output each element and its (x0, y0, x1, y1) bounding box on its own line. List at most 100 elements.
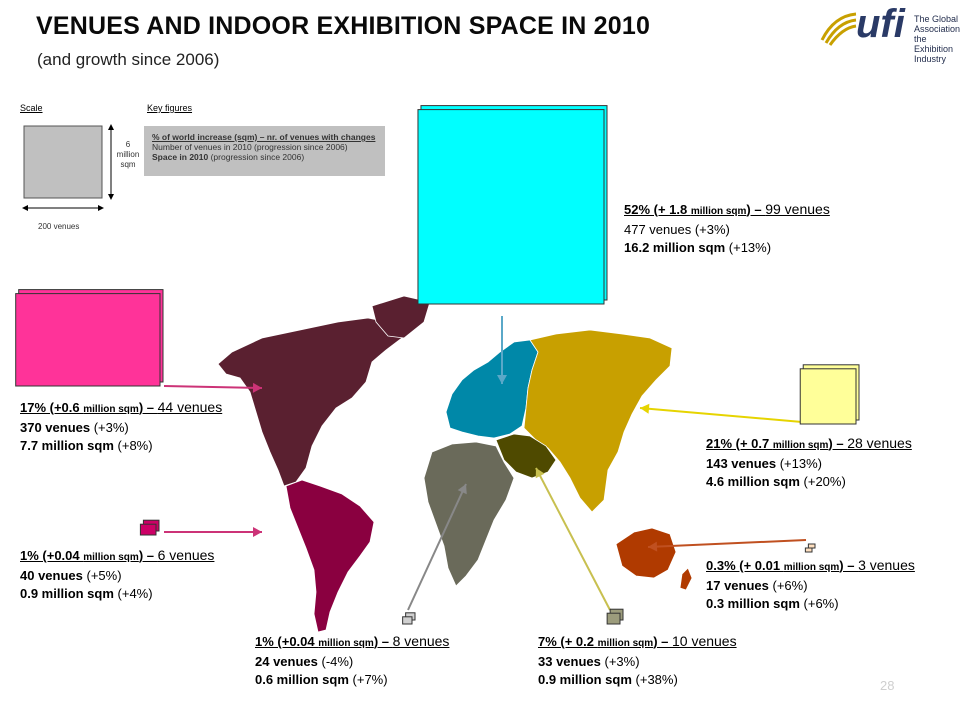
space-growth: (+38%) (631, 672, 678, 687)
region-label-latin-america: 1% (+0.04 million sqm) – 6 venues 40 ven… (20, 546, 214, 603)
separator: ) – (839, 558, 859, 573)
region-label-middle-east: 7% (+ 0.2 million sqm) – 10 venues 33 ve… (538, 632, 737, 689)
space-growth: (+8%) (113, 438, 153, 453)
key-line-1: % of world increase (sqm) – nr. of venue… (152, 132, 376, 142)
venue-count: 40 venues (20, 568, 83, 583)
region-rect-shadow-oceania (807, 543, 816, 549)
key-line-2: Number of venues in 2010 (progression si… (152, 142, 348, 152)
region-rect-latin-america (139, 523, 157, 536)
logo-tagline-line: Exhibition Industry (914, 44, 954, 64)
separator: ) – (653, 634, 672, 649)
connector-lines (163, 316, 807, 611)
scale-label: Scale (20, 103, 43, 113)
scale-width-arrowhead (98, 205, 104, 211)
map-region-africa (423, 441, 515, 587)
increase-share: 17% (+0.6 (20, 400, 84, 415)
connector-arrowhead-middle-east (535, 468, 545, 479)
map-region-new-zealand (679, 567, 693, 591)
scale-height-unit: million (116, 150, 140, 159)
key-figures-label: Key figures (147, 103, 193, 113)
venues-with-changes: 99 venues (765, 201, 830, 217)
venue-growth: (-4%) (317, 654, 354, 669)
region-rect-asia (799, 368, 857, 425)
unit: million sqm (772, 440, 829, 451)
venue-growth: (+6%) (768, 578, 808, 593)
space-value: 0.3 million sqm (706, 596, 800, 611)
increase-share: 21% (+ 0.7 (706, 436, 773, 451)
region-line-3: 7.7 million sqm (+8%) (20, 437, 222, 455)
increase-share: 1% (+0.04 (20, 548, 84, 563)
region-label-oceania: 0.3% (+ 0.01 million sqm) – 3 venues 17 … (706, 556, 915, 613)
proportional-rectangles (15, 105, 860, 625)
region-label-asia: 21% (+ 0.7 million sqm) – 28 venues 143 … (706, 434, 912, 491)
separator: ) – (746, 202, 766, 217)
region-rect-oceania (804, 547, 813, 553)
unit: million sqm (83, 404, 139, 415)
region-line-3: 0.6 million sqm (+7%) (255, 671, 449, 689)
key-line-3-bold: Space in 2010 (152, 152, 209, 162)
scale-width-arrowhead (22, 205, 28, 211)
region-line-2: 33 venues (+3%) (538, 653, 737, 671)
increase-share: 1% (+0.04 (255, 634, 319, 649)
connector-asia (639, 407, 803, 423)
connector-arrowhead-latin-america (253, 527, 262, 537)
separator: ) – (373, 634, 393, 649)
logo-word: ufi (856, 2, 905, 46)
map-region-north-america (217, 317, 403, 487)
space-value: 16.2 million sqm (624, 240, 726, 255)
venues-with-changes: 28 venues (847, 435, 912, 451)
region-line-2: 143 venues (+13%) (706, 455, 912, 473)
region-rect-middle-east (606, 612, 621, 625)
region-line-1: 1% (+0.04 million sqm) – 8 venues (255, 632, 449, 653)
region-line-3: 0.9 million sqm (+4%) (20, 585, 214, 603)
space-growth: (+7%) (348, 672, 388, 687)
connector-arrowhead-north-america (252, 382, 262, 393)
region-label-africa: 1% (+0.04 million sqm) – 8 venues 24 ven… (255, 632, 449, 689)
scale-legend (22, 124, 114, 211)
venues-with-changes: 44 venues (157, 399, 223, 415)
key-line-3-rest: (progression since 2006) (208, 152, 305, 162)
region-line-2: 370 venues (+3%) (20, 419, 222, 437)
map-region-greenland (371, 295, 431, 339)
unit: million sqm (783, 562, 840, 573)
venues-with-changes: 6 venues (157, 547, 215, 563)
scale-height-label: 6 million sqm (113, 140, 143, 170)
space-value: 0.9 million sqm (538, 672, 632, 687)
space-value: 7.7 million sqm (20, 438, 114, 453)
scale-height-value: 6 (125, 140, 131, 149)
scale-height-unit: sqm (120, 160, 136, 169)
separator: ) – (828, 436, 848, 451)
venue-count: 477 venues (624, 222, 692, 237)
venues-with-changes: 10 venues (671, 633, 737, 649)
map-region-asia (523, 329, 673, 513)
world-map (217, 295, 693, 633)
logo-tagline-line: The Global (914, 14, 959, 24)
space-growth: (+4%) (113, 586, 153, 601)
page-number: 28 (880, 678, 895, 693)
region-line-1: 7% (+ 0.2 million sqm) – 10 venues (538, 632, 737, 653)
space-value: 0.9 million sqm (20, 586, 114, 601)
venue-growth: (+13%) (776, 456, 822, 471)
increase-share: 0.3% (+ 0.01 (706, 558, 784, 573)
logo-tagline: The Global Association of the Exhibition… (914, 14, 960, 64)
venue-count: 370 venues (20, 420, 91, 435)
connector-arrowhead-europe (497, 375, 507, 384)
region-line-3: 4.6 million sqm (+20%) (706, 473, 912, 491)
scale-width-label: 200 venues (38, 222, 80, 231)
region-line-3: 16.2 million sqm (+13%) (624, 239, 830, 257)
unit: million sqm (83, 552, 139, 563)
venue-growth: (+3%) (691, 222, 730, 237)
space-growth: (+13%) (725, 240, 772, 255)
scale-height-arrowhead (108, 194, 114, 200)
connector-arrowhead-africa (457, 484, 467, 495)
venues-with-changes: 3 venues (858, 557, 915, 573)
scale-square (23, 125, 103, 199)
space-growth: (+6%) (799, 596, 839, 611)
venue-count: 143 venues (706, 456, 777, 471)
connector-arrowhead-asia (640, 403, 650, 414)
region-line-1: 17% (+0.6 million sqm) – 44 venues (20, 398, 222, 419)
space-value: 0.6 million sqm (255, 672, 349, 687)
scale-height-arrowhead (108, 124, 114, 130)
increase-share: 7% (+ 0.2 (538, 634, 598, 649)
